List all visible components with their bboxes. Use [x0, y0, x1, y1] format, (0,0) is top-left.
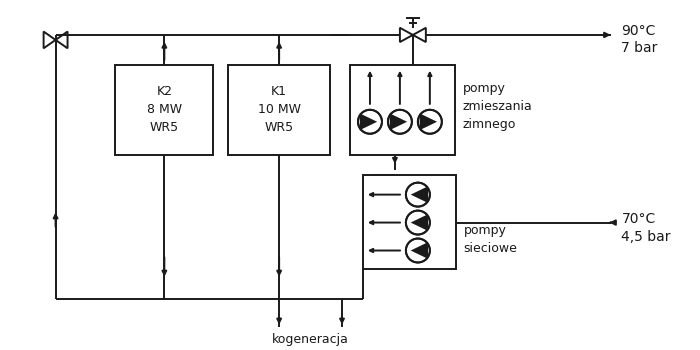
Text: pompy
sieciowe: pompy sieciowe — [464, 224, 518, 255]
Text: 7 bar: 7 bar — [622, 41, 658, 55]
Circle shape — [358, 110, 382, 134]
FancyBboxPatch shape — [363, 175, 456, 270]
Polygon shape — [390, 113, 407, 130]
Circle shape — [406, 183, 430, 206]
Circle shape — [406, 239, 430, 262]
Polygon shape — [411, 186, 428, 203]
FancyBboxPatch shape — [228, 65, 330, 155]
Text: 90°C: 90°C — [622, 24, 656, 38]
Circle shape — [406, 211, 430, 234]
Polygon shape — [360, 113, 377, 130]
Polygon shape — [420, 113, 437, 130]
Text: K1
10 MW
WR5: K1 10 MW WR5 — [258, 85, 300, 134]
Polygon shape — [411, 214, 428, 231]
Polygon shape — [400, 28, 413, 42]
FancyBboxPatch shape — [116, 65, 214, 155]
Text: 70°C: 70°C — [622, 211, 656, 225]
Circle shape — [388, 110, 412, 134]
Circle shape — [418, 110, 442, 134]
Text: pompy
zmieszania
zimnego: pompy zmieszania zimnego — [463, 82, 533, 131]
Text: kogeneracja: kogeneracja — [272, 333, 349, 346]
Text: 4,5 bar: 4,5 bar — [622, 230, 671, 244]
Polygon shape — [413, 28, 426, 42]
Text: K2
8 MW
WR5: K2 8 MW WR5 — [147, 85, 182, 134]
Polygon shape — [411, 242, 428, 259]
FancyBboxPatch shape — [350, 65, 455, 155]
